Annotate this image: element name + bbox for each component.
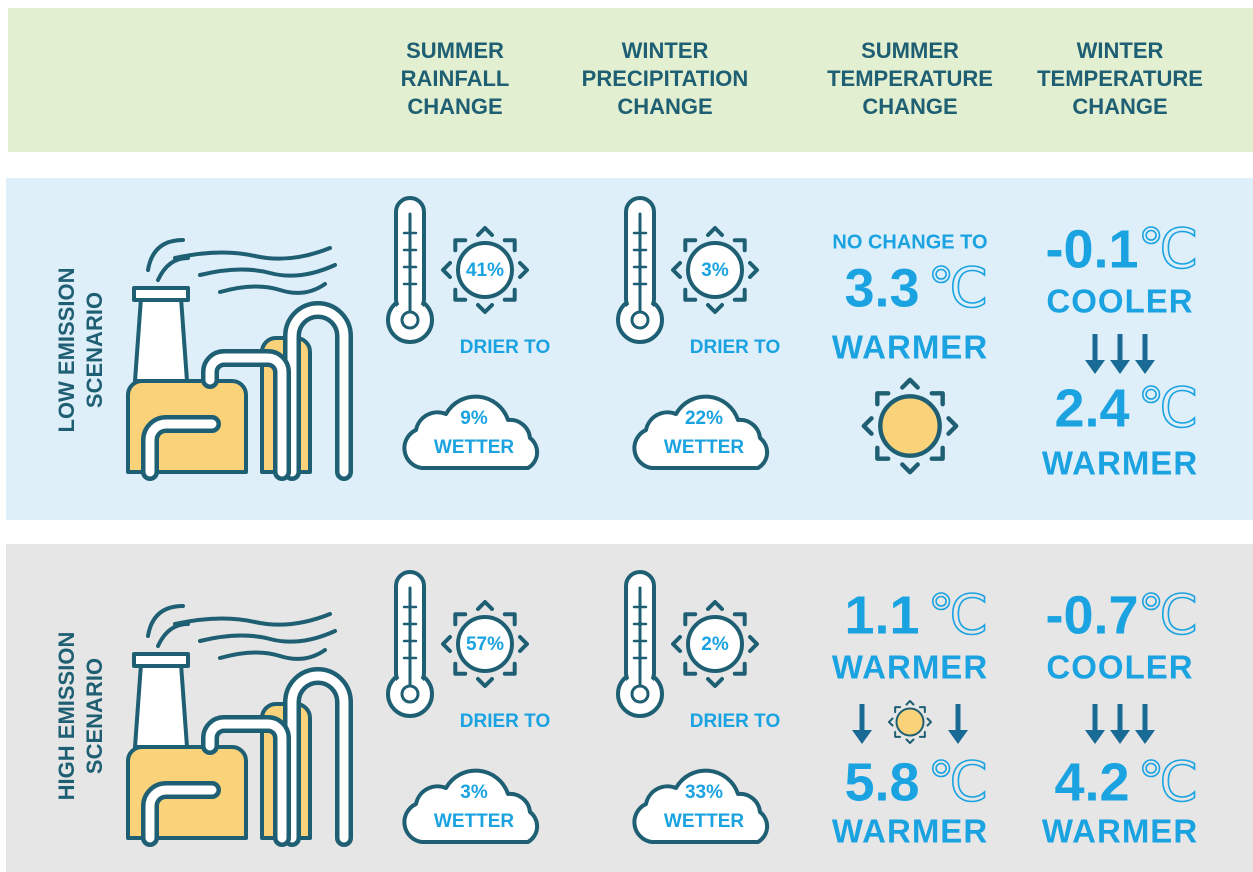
thermometer-icon [388, 198, 432, 342]
column-header: CHANGE [1072, 94, 1167, 119]
dry-label: DRIER TO [460, 711, 550, 732]
temp-unit: ℃ [928, 752, 989, 812]
temp-value: 5.8 [844, 752, 919, 812]
temp-unit: ℃ [1138, 219, 1199, 279]
column-header: WINTER [622, 38, 709, 63]
temp-label: COOLER [1046, 283, 1193, 320]
temp-value: -0.7 [1045, 585, 1138, 645]
temp-unit: ℃ [1138, 585, 1199, 645]
column-header: SUMMER [861, 38, 959, 63]
column-header: TEMPERATURE [1037, 66, 1203, 91]
temp-unit: ℃ [928, 585, 989, 645]
wet-value: 3% [460, 782, 488, 803]
dry-label: DRIER TO [460, 337, 550, 358]
dry-value: 57% [466, 634, 504, 655]
thermometer-icon [618, 198, 662, 342]
dry-label: DRIER TO [690, 711, 780, 732]
wet-label: WETTER [664, 437, 744, 458]
wet-label: WETTER [434, 811, 514, 832]
thermometer-icon [388, 572, 432, 716]
temp-unit: ℃ [928, 258, 989, 318]
column-header: SUMMER [406, 38, 504, 63]
temp-value: 2.4 [1054, 378, 1129, 438]
temp-value: 3.3 [844, 258, 919, 318]
row-label: SCENARIO [82, 292, 107, 408]
temp-unit: ℃ [1138, 752, 1199, 812]
row-label: HIGH EMISSION [54, 632, 79, 801]
wet-value: 33% [685, 782, 723, 803]
temp-label: WARMER [832, 329, 988, 366]
row-label: SCENARIO [82, 658, 107, 774]
temp-unit: ℃ [1138, 378, 1199, 438]
column-header: CHANGE [407, 94, 502, 119]
column-header: PRECIPITATION [582, 66, 749, 91]
dry-label: DRIER TO [690, 337, 780, 358]
column-header: WINTER [1077, 38, 1164, 63]
temp-label: COOLER [1046, 649, 1193, 686]
dry-value: 41% [466, 260, 504, 281]
column-header: CHANGE [862, 94, 957, 119]
temp-label: WARMER [1042, 445, 1198, 482]
temp-value: -0.1 [1045, 219, 1138, 279]
temp-label: WARMER [832, 813, 988, 850]
wet-value: 9% [460, 408, 488, 429]
column-header: TEMPERATURE [827, 66, 993, 91]
temp-label: WARMER [832, 649, 988, 686]
temp-value: 4.2 [1054, 752, 1129, 812]
row-label: LOW EMISSION [54, 268, 79, 433]
temp-note: NO CHANGE TO [832, 231, 987, 253]
column-header: CHANGE [617, 94, 712, 119]
dry-value: 3% [701, 260, 729, 281]
thermometer-icon [618, 572, 662, 716]
wet-label: WETTER [434, 437, 514, 458]
wet-value: 22% [685, 408, 723, 429]
column-header: RAINFALL [401, 66, 510, 91]
wet-label: WETTER [664, 811, 744, 832]
temp-label: WARMER [1042, 813, 1198, 850]
infographic: SUMMER RAINFALL CHANGE WINTER PRECIPITATION C… [0, 0, 1253, 872]
dry-value: 2% [701, 634, 729, 655]
temp-value: 1.1 [844, 585, 919, 645]
